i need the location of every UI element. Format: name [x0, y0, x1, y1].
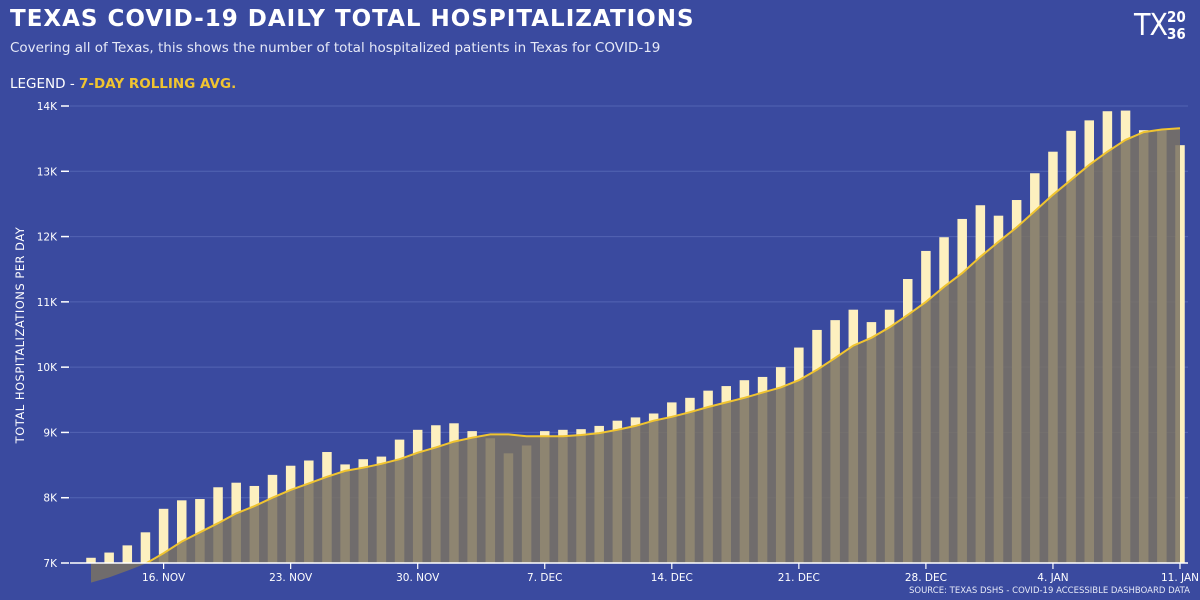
x-tick-label: 30. NOV [396, 572, 440, 584]
x-tick-label: 23. NOV [269, 572, 313, 584]
x-tick-label: 16. NOV [142, 572, 186, 584]
logo-year-top: 20 [1167, 8, 1186, 26]
bar [195, 499, 205, 563]
y-tick-label: 7K [43, 558, 58, 570]
x-tick-label: 4. JAN [1037, 572, 1068, 584]
x-axis: 16. NOV 23. NOV 30. NOV 7. DEC 14. DEC 21. DE… [70, 562, 1199, 584]
bar [158, 508, 169, 563]
chart-title: TEXAS COVID-19 DAILY TOTAL HOSPITALIZATI… [10, 6, 695, 32]
bar [104, 552, 114, 563]
chart-subtitle: Covering all of Texas, this shows the nu… [10, 40, 661, 56]
y-axis-label: TOTAL HOSPITALIZATIONS PER DAY [13, 226, 27, 444]
y-tick-label: 8K [43, 493, 58, 505]
x-tick-label: 11. JAN [1161, 572, 1199, 584]
x-tick-label: 14. DEC [651, 572, 693, 584]
bar [140, 532, 151, 563]
logo-year-bottom: 36 [1167, 25, 1186, 43]
y-tick-label: 11K [37, 297, 58, 309]
y-axis: 7K 8K 9K 10K 11K 12K 13K 14K [37, 101, 69, 570]
source-note: SOURCE: TEXAS DSHS - COVID-19 ACCESSIBLE… [908, 586, 1190, 596]
x-tick-label: 21. DEC [778, 572, 820, 584]
y-tick-label: 12K [37, 232, 58, 244]
logo-tx: TX [1134, 8, 1168, 43]
y-tick-label: 14K [37, 101, 58, 113]
legend-item-rolling-avg: 7-DAY ROLLING AVG. [79, 76, 237, 92]
legend: LEGEND - 7-DAY ROLLING AVG. [10, 76, 236, 92]
bar [177, 500, 187, 563]
rolling-avg-area [91, 128, 1180, 582]
x-tick-label: 7. DEC [527, 572, 562, 584]
bar [122, 545, 133, 563]
bar [86, 557, 96, 563]
y-tick-label: 13K [37, 166, 58, 178]
rolling-avg-line [144, 127, 1181, 563]
tx2036-logo: TX 20 36 [1134, 8, 1188, 44]
legend-prefix: LEGEND - [10, 76, 79, 92]
x-tick-label: 28. DEC [905, 572, 947, 584]
y-tick-label: 9K [43, 427, 58, 439]
y-tick-label: 10K [37, 362, 58, 374]
